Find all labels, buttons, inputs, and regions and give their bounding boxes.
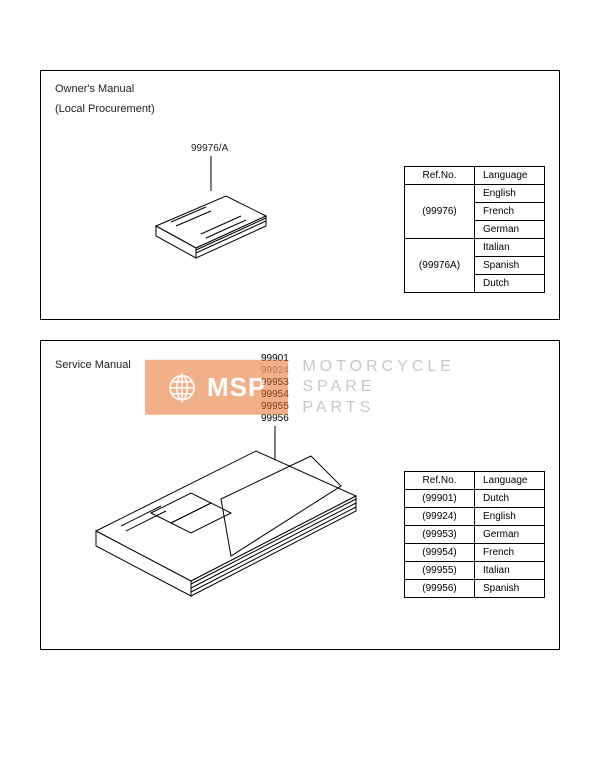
ref-cell: (99956) <box>405 580 475 598</box>
header-lang: Language <box>475 167 545 185</box>
diagram-page: Owner's Manual (Local Procurement) 99976… <box>40 70 560 670</box>
ref-cell: (99976) <box>405 185 475 239</box>
lang-cell: Spanish <box>475 580 545 598</box>
large-book-icon <box>81 441 371 631</box>
table-header-row: Ref.No. Language <box>405 472 545 490</box>
lang-cell: Spanish <box>475 257 545 275</box>
callout-item: 99954 <box>261 389 289 401</box>
table-row: (99976) English <box>405 185 545 203</box>
lang-cell: Italian <box>475 562 545 580</box>
panel1-callout: 99976/A <box>191 143 228 154</box>
table-row: (99956)Spanish <box>405 580 545 598</box>
callout-item: 99955 <box>261 401 289 413</box>
ref-cell: (99901) <box>405 490 475 508</box>
panel2-title: Service Manual <box>55 359 131 371</box>
table-row: (99901)Dutch <box>405 490 545 508</box>
ref-cell: (99954) <box>405 544 475 562</box>
ref-cell: (99976A) <box>405 239 475 293</box>
table-row: (99954)French <box>405 544 545 562</box>
owners-manual-panel: Owner's Manual (Local Procurement) 99976… <box>40 70 560 320</box>
callout-item: 99953 <box>261 377 289 389</box>
ref-cell: (99955) <box>405 562 475 580</box>
lang-cell: Dutch <box>475 490 545 508</box>
panel1-subtitle: (Local Procurement) <box>55 103 155 115</box>
small-book-icon <box>146 186 276 276</box>
table-row: (99976A) Italian <box>405 239 545 257</box>
service-manual-panel: Service Manual 99901 99924 99953 99954 9… <box>40 340 560 650</box>
ref-cell: (99953) <box>405 526 475 544</box>
header-lang: Language <box>475 472 545 490</box>
ref-cell: (99924) <box>405 508 475 526</box>
lang-cell: German <box>475 221 545 239</box>
table-row: (99953)German <box>405 526 545 544</box>
lang-cell: French <box>475 544 545 562</box>
lang-cell: English <box>475 185 545 203</box>
lang-cell: French <box>475 203 545 221</box>
callout-item: 99901 <box>261 353 289 365</box>
lang-cell: German <box>475 526 545 544</box>
lang-cell: Italian <box>475 239 545 257</box>
table-row: (99955)Italian <box>405 562 545 580</box>
callout-item: 99924 <box>261 365 289 377</box>
callout-item: 99956 <box>261 413 289 425</box>
header-ref: Ref.No. <box>405 167 475 185</box>
panel2-table: Ref.No. Language (99901)Dutch (99924)Eng… <box>404 471 545 598</box>
lang-cell: Dutch <box>475 275 545 293</box>
table-header-row: Ref.No. Language <box>405 167 545 185</box>
panel1-title: Owner's Manual <box>55 83 134 95</box>
lang-cell: English <box>475 508 545 526</box>
table-row: (99924)English <box>405 508 545 526</box>
panel1-table: Ref.No. Language (99976) English French … <box>404 166 545 293</box>
panel2-callout-stack: 99901 99924 99953 99954 99955 99956 <box>261 353 289 425</box>
header-ref: Ref.No. <box>405 472 475 490</box>
